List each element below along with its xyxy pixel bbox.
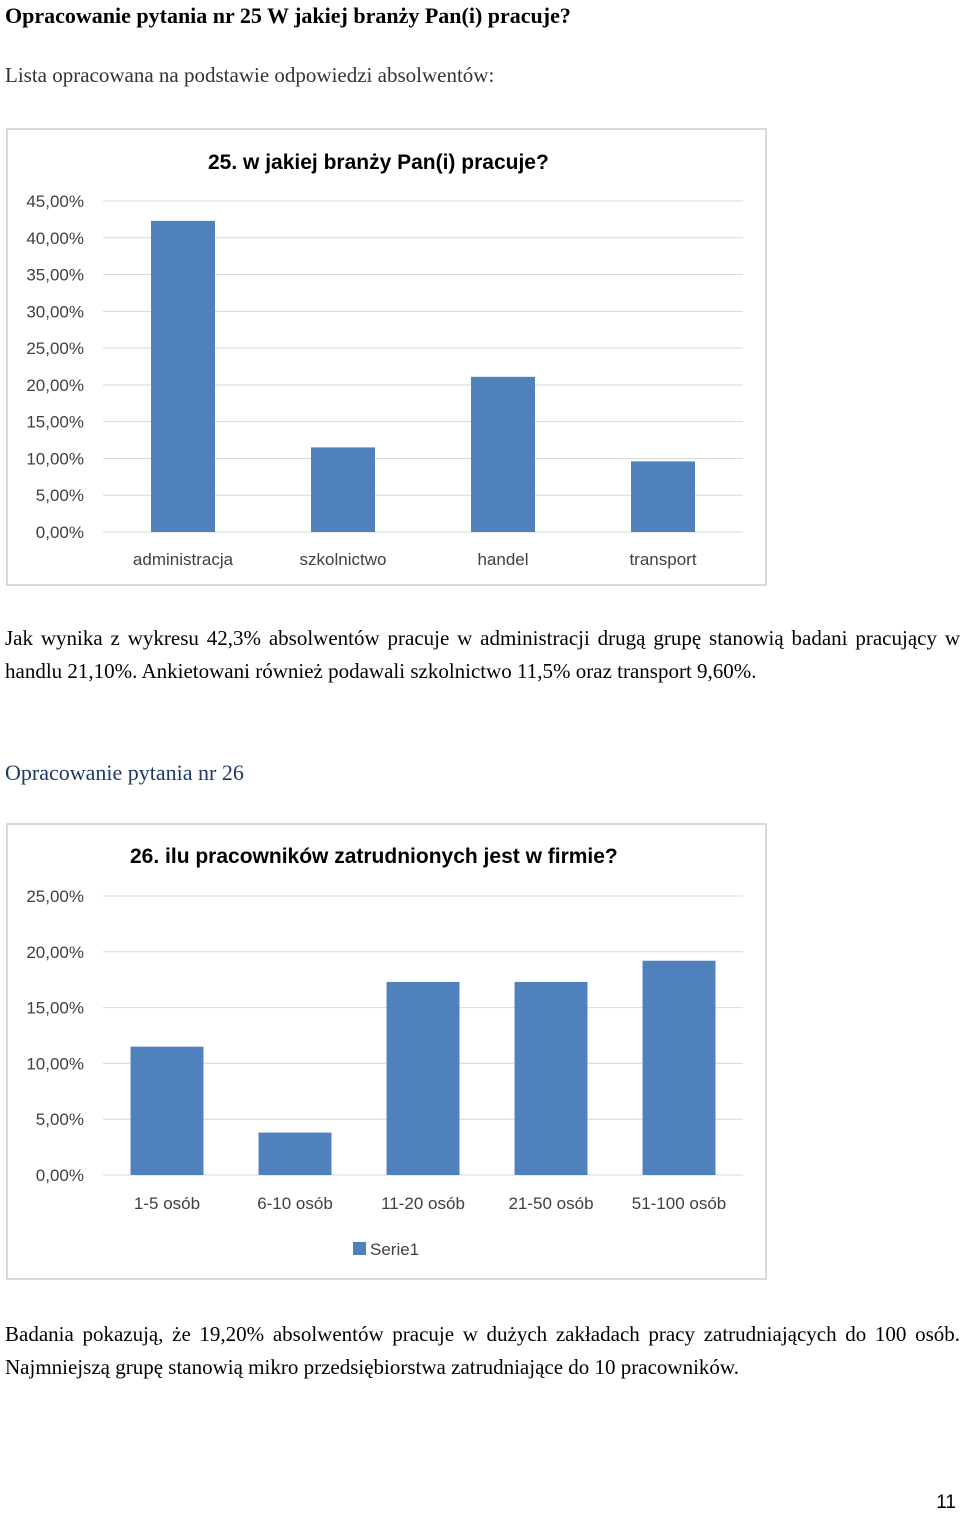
y-tick-label: 5,00%: [36, 486, 84, 505]
y-tick-label: 20,00%: [26, 943, 84, 962]
y-tick-label: 35,00%: [26, 266, 84, 285]
y-tick-label: 25,00%: [26, 887, 84, 906]
y-tick-label: 30,00%: [26, 302, 84, 321]
y-tick-label: 15,00%: [26, 999, 84, 1018]
y-tick-label: 5,00%: [36, 1110, 84, 1129]
bar: [471, 376, 535, 532]
x-category-label: szkolnictwo: [300, 550, 387, 569]
x-category-label: handel: [477, 550, 528, 569]
section26-summary: Badania pokazują, że 19,20% absolwentów …: [5, 1322, 960, 1379]
section25-intro: Lista opracowana na podstawie odpowiedzi…: [5, 63, 495, 87]
x-category-label: 1-5 osób: [134, 1194, 200, 1213]
x-category-label: 21-50 osób: [508, 1194, 593, 1213]
section25-heading: Opracowanie pytania nr 25 W jakiej branż…: [5, 3, 571, 28]
x-category-label: 51-100 osób: [632, 1194, 727, 1213]
x-category-label: administracja: [133, 550, 234, 569]
y-tick-label: 10,00%: [26, 449, 84, 468]
section25-summary: Jak wynika z wykresu 42,3% absolwentów p…: [5, 626, 960, 683]
section26-heading: Opracowanie pytania nr 26: [5, 760, 244, 785]
y-tick-label: 10,00%: [26, 1054, 84, 1073]
y-tick-label: 0,00%: [36, 1166, 84, 1185]
x-category-label: 6-10 osób: [257, 1194, 333, 1213]
bar: [258, 1132, 332, 1175]
bar: [130, 1046, 204, 1175]
y-tick-label: 0,00%: [36, 523, 84, 542]
legend-label: Serie1: [370, 1240, 419, 1259]
legend-swatch: [353, 1242, 366, 1255]
chart-25: 0,00% 5,00% 10,00% 15,00% 20,00% 25,00% 30,00%…: [26, 151, 743, 569]
x-category-label: 11-20 osób: [381, 1194, 465, 1213]
x-category-label: transport: [629, 550, 696, 569]
chart-title: 26. ilu pracowników zatrudnionych jest w…: [130, 845, 618, 868]
chart-26: 0,00% 5,00% 10,00% 15,00% 20,00% 25,00% 26. il…: [26, 845, 743, 1259]
bar: [386, 981, 460, 1175]
y-tick-label: 15,00%: [26, 413, 84, 432]
bar: [311, 447, 375, 532]
y-tick-label: 45,00%: [26, 192, 84, 211]
bar: [631, 461, 695, 532]
y-tick-label: 25,00%: [26, 339, 84, 358]
bar: [151, 220, 215, 533]
page-number: 11: [936, 1492, 956, 1513]
bar: [642, 960, 716, 1175]
chart-title: 25. w jakiej branży Pan(i) pracuje?: [208, 151, 549, 174]
y-tick-label: 20,00%: [26, 376, 84, 395]
y-tick-label: 40,00%: [26, 229, 84, 248]
bar: [514, 981, 588, 1175]
